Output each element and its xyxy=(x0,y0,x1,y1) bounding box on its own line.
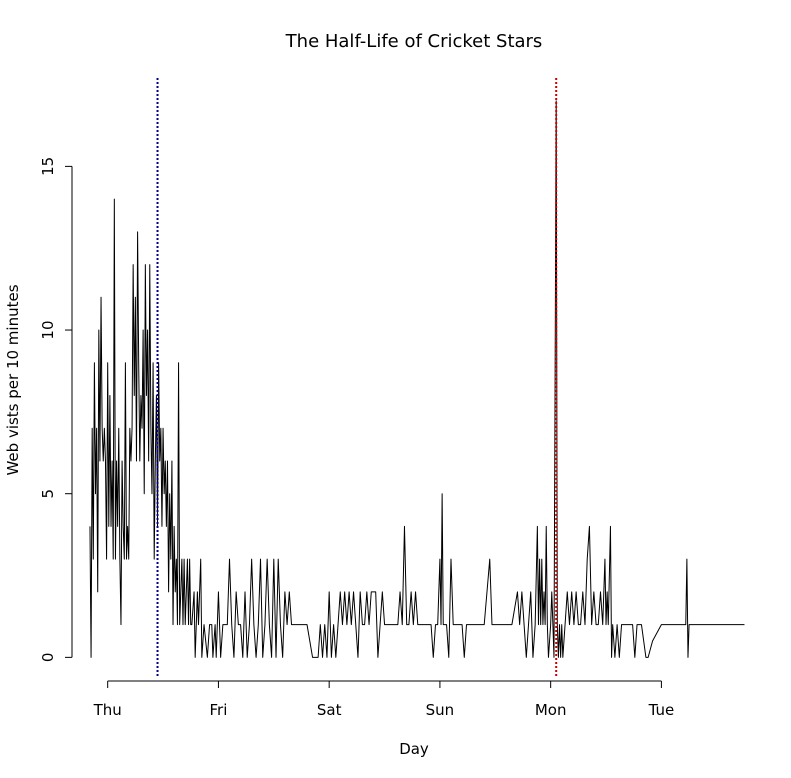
x-tick-label: Tue xyxy=(648,701,675,719)
x-tick-label: Thu xyxy=(93,701,122,719)
y-axis-label: Web vists per 10 minutes xyxy=(4,284,22,475)
x-axis-label: Day xyxy=(399,740,429,758)
reference-lines xyxy=(156,78,558,677)
series-line xyxy=(89,100,745,658)
y-tick-label: 5 xyxy=(39,489,57,499)
y-tick-label: 10 xyxy=(39,320,57,339)
x-tick-label: Sat xyxy=(317,701,342,719)
x-axis: Thu Fri Sat Sun Mon Tue xyxy=(93,680,675,719)
y-tick-label: 0 xyxy=(39,653,57,663)
chart-title: The Half-Life of Cricket Stars xyxy=(285,31,543,52)
y-tick-label: 15 xyxy=(39,157,57,176)
series-group xyxy=(89,100,745,658)
x-tick-label: Mon xyxy=(535,701,567,719)
x-tick-label: Sun xyxy=(426,701,455,719)
y-axis: 0 5 10 15 xyxy=(39,157,73,663)
x-tick-label: Fri xyxy=(209,701,227,719)
